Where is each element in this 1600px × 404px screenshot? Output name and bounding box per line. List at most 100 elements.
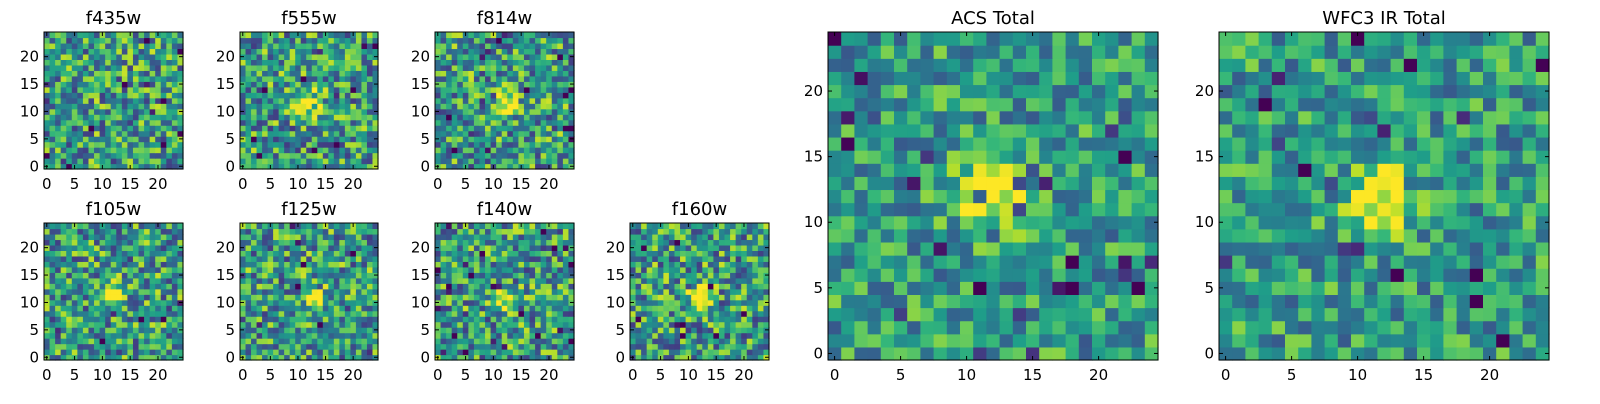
- heatmap-cell: [301, 98, 307, 104]
- heatmap-cell: [350, 239, 356, 245]
- heatmap-cell: [680, 338, 686, 344]
- heatmap-cell: [496, 349, 502, 355]
- heatmap-cell: [144, 59, 150, 65]
- heatmap-cell: [1092, 294, 1106, 308]
- heatmap-cell: [541, 59, 547, 65]
- heatmap-cell: [155, 120, 161, 126]
- heatmap-cell: [312, 261, 318, 267]
- heatmap-cell: [563, 294, 569, 300]
- heatmap-cell: [317, 239, 323, 245]
- heatmap-cell: [290, 54, 296, 60]
- heatmap-cell: [306, 158, 312, 164]
- heatmap-cell: [317, 316, 323, 322]
- heatmap-cell: [496, 256, 502, 262]
- heatmap-cell: [1052, 163, 1066, 177]
- heatmap-cell: [894, 255, 908, 269]
- heatmap-cell: [630, 333, 636, 339]
- heatmap-cell: [290, 147, 296, 153]
- heatmap-cell: [72, 327, 78, 333]
- heatmap-cell: [468, 223, 474, 229]
- heatmap-cell: [752, 305, 758, 311]
- heatmap-cell: [116, 81, 122, 87]
- heatmap-cell: [111, 344, 117, 350]
- heatmap-cell: [441, 70, 447, 76]
- heatmap-cell: [452, 278, 458, 284]
- heatmap-cell: [463, 81, 469, 87]
- heatmap-cell: [155, 234, 161, 240]
- heatmap-cell: [77, 322, 83, 328]
- heatmap-cell: [161, 65, 167, 71]
- heatmap-cell: [747, 300, 753, 306]
- heatmap-cell: [530, 316, 536, 322]
- heatmap-cell: [636, 234, 642, 240]
- heatmap-cell: [691, 283, 697, 289]
- heatmap-cell: [323, 147, 329, 153]
- heatmap-cell: [306, 131, 312, 137]
- heatmap-cell: [463, 278, 469, 284]
- heatmap-cell: [868, 150, 882, 164]
- heatmap-cell: [435, 87, 441, 93]
- heatmap-cell: [563, 70, 569, 76]
- heatmap-cell: [441, 322, 447, 328]
- heatmap-cell: [345, 81, 351, 87]
- heatmap-cell: [55, 131, 61, 137]
- x-tick-label: 5: [266, 366, 276, 384]
- heatmap-cell: [334, 136, 340, 142]
- heatmap-cell: [535, 223, 541, 229]
- heatmap-cell: [77, 327, 83, 333]
- heatmap-cell: [83, 267, 89, 273]
- heatmap-cell: [122, 245, 128, 251]
- heatmap-cell: [686, 256, 692, 262]
- heatmap-cell: [530, 245, 536, 251]
- heatmap-cell: [44, 283, 50, 289]
- heatmap-cell: [50, 114, 56, 120]
- heatmap-cell: [279, 131, 285, 137]
- heatmap-cell: [150, 43, 156, 49]
- heatmap-cell: [72, 250, 78, 256]
- heatmap-cell: [127, 59, 133, 65]
- heatmap-cell: [105, 327, 111, 333]
- heatmap-cell: [172, 48, 178, 54]
- heatmap-cell: [546, 109, 552, 115]
- heatmap-cell: [563, 223, 569, 229]
- heatmap-cell: [133, 289, 139, 295]
- heatmap-cell: [100, 256, 106, 262]
- heatmap-cell: [268, 54, 274, 60]
- heatmap-cell: [552, 283, 558, 289]
- heatmap-cell: [328, 98, 334, 104]
- heatmap-cell: [323, 59, 329, 65]
- heatmap-cell: [122, 125, 128, 131]
- heatmap-cell: [144, 316, 150, 322]
- heatmap-cell: [557, 103, 563, 109]
- heatmap-cell: [72, 338, 78, 344]
- heatmap-cell: [468, 344, 474, 350]
- heatmap-cell: [166, 256, 172, 262]
- heatmap-cell: [88, 87, 94, 93]
- heatmap-cell: [1013, 321, 1027, 335]
- heatmap-cell: [474, 142, 480, 148]
- heatmap-cell: [367, 239, 373, 245]
- heatmap-cell: [713, 278, 719, 284]
- heatmap-cell: [535, 120, 541, 126]
- heatmap-cell: [479, 114, 485, 120]
- heatmap-cell: [50, 92, 56, 98]
- panel-title: f814w: [477, 8, 532, 29]
- heatmap-cell: [736, 272, 742, 278]
- heatmap-cell: [535, 65, 541, 71]
- heatmap-cell: [457, 223, 463, 229]
- heatmap-cell: [262, 267, 268, 273]
- heatmap-cell: [518, 158, 524, 164]
- heatmap-cell: [111, 147, 117, 153]
- heatmap-cell: [317, 37, 323, 43]
- heatmap-cell: [155, 256, 161, 262]
- heatmap-cell: [468, 98, 474, 104]
- heatmap-cell: [446, 344, 452, 350]
- heatmap-cell: [474, 338, 480, 344]
- heatmap-cell: [367, 147, 373, 153]
- heatmap-cell: [986, 242, 1000, 256]
- heatmap-cell: [502, 338, 508, 344]
- heatmap-cell: [83, 98, 89, 104]
- heatmap-cell: [284, 87, 290, 93]
- heatmap-cell: [328, 278, 334, 284]
- heatmap-cell: [719, 333, 725, 339]
